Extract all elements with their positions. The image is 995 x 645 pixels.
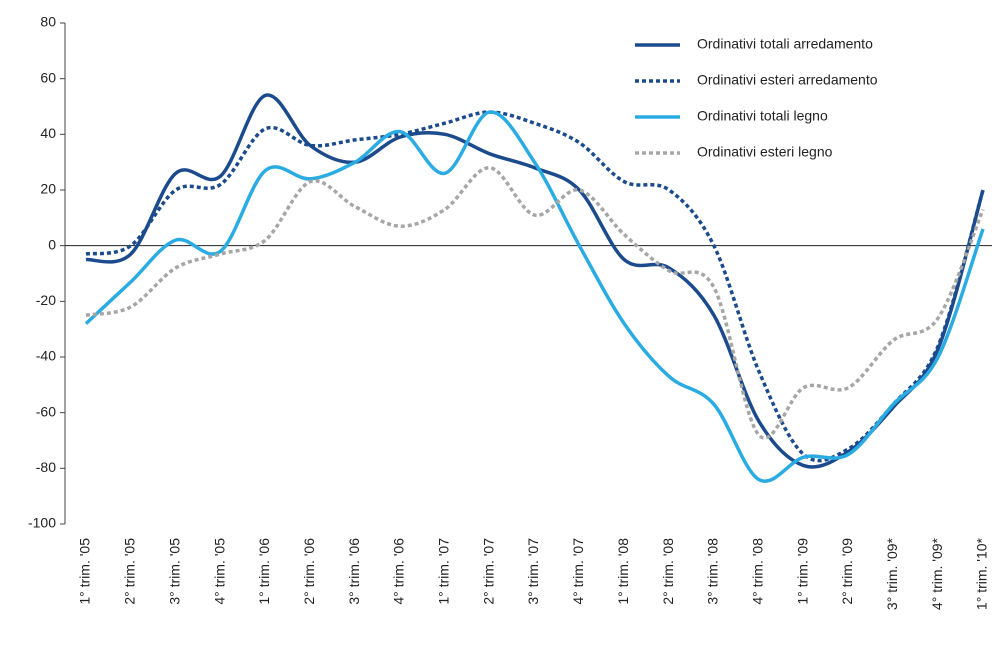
x-tick-label: 2° trim. '08 [660, 538, 676, 605]
x-tick-label: 3° trim. '06 [346, 538, 362, 605]
x-tick-label: 3° trim. '08 [705, 538, 721, 605]
y-tick-label: -20 [36, 292, 56, 308]
y-tick-label: 40 [40, 125, 56, 141]
legend-label: Ordinativi totali arredamento [697, 36, 873, 52]
series-line [84, 110, 985, 483]
x-tick-label: 1° trim. '06 [256, 538, 272, 605]
x-tick-label: 4° trim. '06 [391, 538, 407, 605]
x-tick-label: 2° trim. '07 [480, 538, 496, 605]
x-tick-label: 3° trim. '09* [884, 537, 900, 610]
x-tick-label: 4° trim. '07 [570, 538, 586, 605]
x-tick-label: 2° trim. '05 [122, 538, 138, 605]
x-tick-label: 2° trim. '09 [839, 538, 855, 605]
series-line [85, 93, 985, 469]
x-tick-label: 4° trim. '08 [749, 538, 765, 605]
x-tick-label: 1° trim. '09 [794, 538, 810, 605]
x-tick-label: 3° trim. '07 [525, 538, 541, 605]
x-tick-label: 1° trim. '10* [974, 537, 990, 610]
y-tick-label: -80 [36, 459, 56, 475]
y-tick-label: -60 [36, 403, 56, 419]
y-tick-label: 20 [40, 181, 56, 197]
y-tick-label: -40 [36, 348, 56, 364]
legend-label: Ordinativi esteri legno [697, 144, 833, 160]
y-tick-label: 60 [40, 69, 56, 85]
series-line [85, 110, 985, 463]
x-tick-label: 1° trim. '08 [615, 538, 631, 605]
legend-label: Ordinativi totali legno [697, 108, 828, 124]
y-tick-label: 80 [40, 14, 56, 30]
x-tick-label: 3° trim. '05 [166, 538, 182, 605]
x-tick-label: 2° trim. '06 [301, 538, 317, 605]
y-tick-label: 0 [48, 236, 56, 252]
x-tick-label: 4° trim. '09* [929, 537, 945, 610]
y-tick-label: -100 [28, 515, 56, 531]
legend-label: Ordinativi esteri arredamento [697, 72, 878, 88]
x-tick-label: 1° trim. '07 [436, 538, 452, 605]
series-line [85, 165, 985, 440]
x-tick-label: 1° trim. '05 [77, 538, 93, 605]
x-tick-label: 4° trim. '05 [211, 538, 227, 605]
